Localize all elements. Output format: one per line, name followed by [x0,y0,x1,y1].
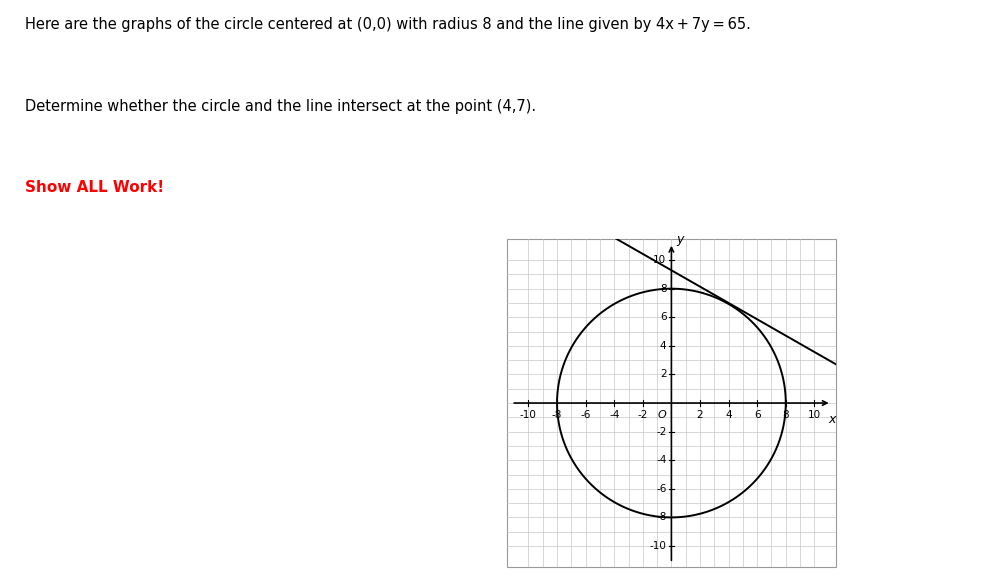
Text: 8: 8 [660,283,666,294]
Text: -10: -10 [649,541,666,551]
Text: 4: 4 [660,341,666,351]
Text: 2: 2 [660,370,666,379]
Text: -10: -10 [520,410,537,420]
Text: Show ALL Work!: Show ALL Work! [25,180,164,196]
Text: -8: -8 [656,512,666,523]
Text: -2: -2 [656,427,666,436]
Text: y: y [677,233,684,246]
Text: 4: 4 [725,410,732,420]
Text: 10: 10 [653,255,666,265]
Text: -6: -6 [581,410,591,420]
Text: -8: -8 [552,410,562,420]
Text: Here are the graphs of the circle centered at (0,0) with radius 8 and the line g: Here are the graphs of the circle center… [25,17,750,33]
Text: -4: -4 [656,455,666,465]
Text: -2: -2 [637,410,648,420]
Text: 6: 6 [660,313,666,322]
Text: Determine whether the circle and the line intersect at the point (4,7).: Determine whether the circle and the lin… [25,99,536,114]
Text: 10: 10 [808,410,821,420]
Text: -4: -4 [609,410,619,420]
Text: 6: 6 [754,410,760,420]
Text: 2: 2 [697,410,704,420]
Text: 8: 8 [783,410,789,420]
Text: O: O [658,410,666,420]
Text: x: x [828,413,836,426]
Text: -6: -6 [656,484,666,494]
